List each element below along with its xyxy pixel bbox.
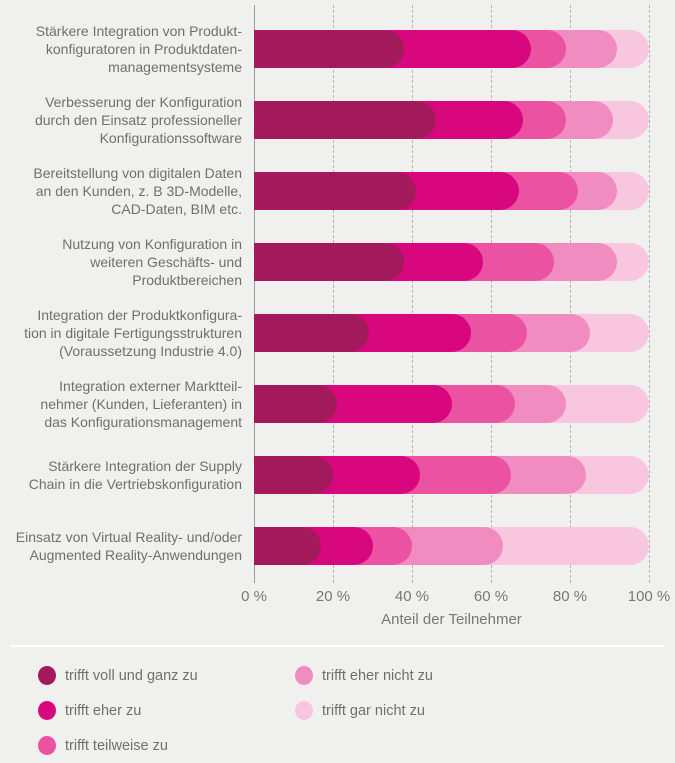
x-tick-label: 0 %: [241, 588, 267, 605]
legend-label: trifft teilweise zu: [65, 737, 168, 754]
gridline: [412, 5, 413, 583]
bar-segment: [254, 384, 337, 423]
legend-item: trifft gar nicht zu: [295, 693, 675, 728]
stacked-bar-chart: Stärkere Integration von Produkt- konfig…: [0, 5, 675, 628]
chart-row: Nutzung von Konfiguration in weiteren Ge…: [0, 226, 675, 297]
bar-segment: [254, 29, 405, 68]
chart-row: Verbesserung der Konfiguration durch den…: [0, 84, 675, 155]
gridline: [491, 5, 492, 583]
chart-row: Einsatz von Virtual Reality- und/oder Au…: [0, 510, 675, 581]
category-label: Stärkere Integration der Supply Chain in…: [28, 457, 242, 492]
chart-row: Stärkere Integration der Supply Chain in…: [0, 439, 675, 510]
bar-segment: [254, 100, 436, 139]
legend-item: trifft voll und ganz zu: [38, 658, 295, 693]
legend-dot-icon: [295, 701, 313, 720]
chart-row: Integration externer Marktteil- nehmer (…: [0, 368, 675, 439]
bar-segment: [254, 242, 405, 281]
legend-dot-icon: [38, 666, 56, 685]
category-label: Verbesserung der Konfiguration durch den…: [34, 93, 242, 146]
gridline: [570, 5, 571, 583]
legend-label: trifft eher nicht zu: [322, 667, 433, 684]
x-tick-label: 80 %: [552, 588, 588, 605]
x-tick-label: 20 %: [315, 588, 351, 605]
legend-label: trifft gar nicht zu: [322, 702, 425, 719]
chart-rows: Stärkere Integration von Produkt- konfig…: [0, 13, 675, 581]
bar-segment: [254, 526, 322, 565]
x-tick-label: 60 %: [473, 588, 509, 605]
bar-track: [254, 455, 649, 494]
legend-dot-icon: [38, 701, 56, 720]
gridlines: [254, 5, 650, 583]
separator-line: [10, 645, 665, 647]
bar-track: [254, 100, 649, 139]
chart-row: Bereitstellung von digitalen Daten an de…: [0, 155, 675, 226]
bar-track: [254, 526, 649, 565]
legend-item: trifft eher nicht zu: [295, 658, 675, 693]
bar-track: [254, 29, 649, 68]
legend: trifft voll und ganz zu trifft eher zu tri…: [0, 658, 675, 763]
category-label: Stärkere Integration von Produkt- konfig…: [35, 22, 242, 75]
bar-segment: [254, 455, 333, 494]
bar-track: [254, 384, 649, 423]
category-label: Nutzung von Konfiguration in weiteren Ge…: [62, 235, 242, 288]
bar-segment: [254, 313, 369, 352]
x-tick-label: 100 %: [627, 588, 671, 605]
category-label: Einsatz von Virtual Reality- und/oder Au…: [15, 528, 242, 563]
category-label: Bereitstellung von digitalen Daten an de…: [33, 164, 242, 217]
x-axis-ticks: 0 % 20 % 40 % 60 % 80 % 100 %: [241, 588, 670, 606]
chart-row: Integration der Produktkonfigura- tion i…: [0, 297, 675, 368]
x-tick-label: 40 %: [394, 588, 430, 605]
legend-dot-icon: [295, 666, 313, 685]
bar-segment: [254, 171, 416, 210]
category-label: Integration der Produktkonfigura- tion i…: [24, 306, 242, 359]
legend-item: trifft eher zu: [38, 693, 295, 728]
legend-dot-icon: [38, 736, 56, 755]
legend-label: trifft eher zu: [65, 702, 142, 719]
bar-track: [254, 242, 649, 281]
legend-label: trifft voll und ganz zu: [65, 667, 198, 684]
x-axis-label: Anteil der Teilnehmer: [381, 611, 522, 628]
bar-track: [254, 171, 649, 210]
y-axis-line: [254, 5, 255, 583]
gridline: [649, 5, 650, 583]
bar-track: [254, 313, 649, 352]
category-label: Integration externer Marktteil- nehmer (…: [40, 377, 242, 430]
gridline: [333, 5, 334, 583]
chart-row: Stärkere Integration von Produkt- konfig…: [0, 13, 675, 84]
legend-item: trifft teilweise zu: [38, 728, 295, 763]
